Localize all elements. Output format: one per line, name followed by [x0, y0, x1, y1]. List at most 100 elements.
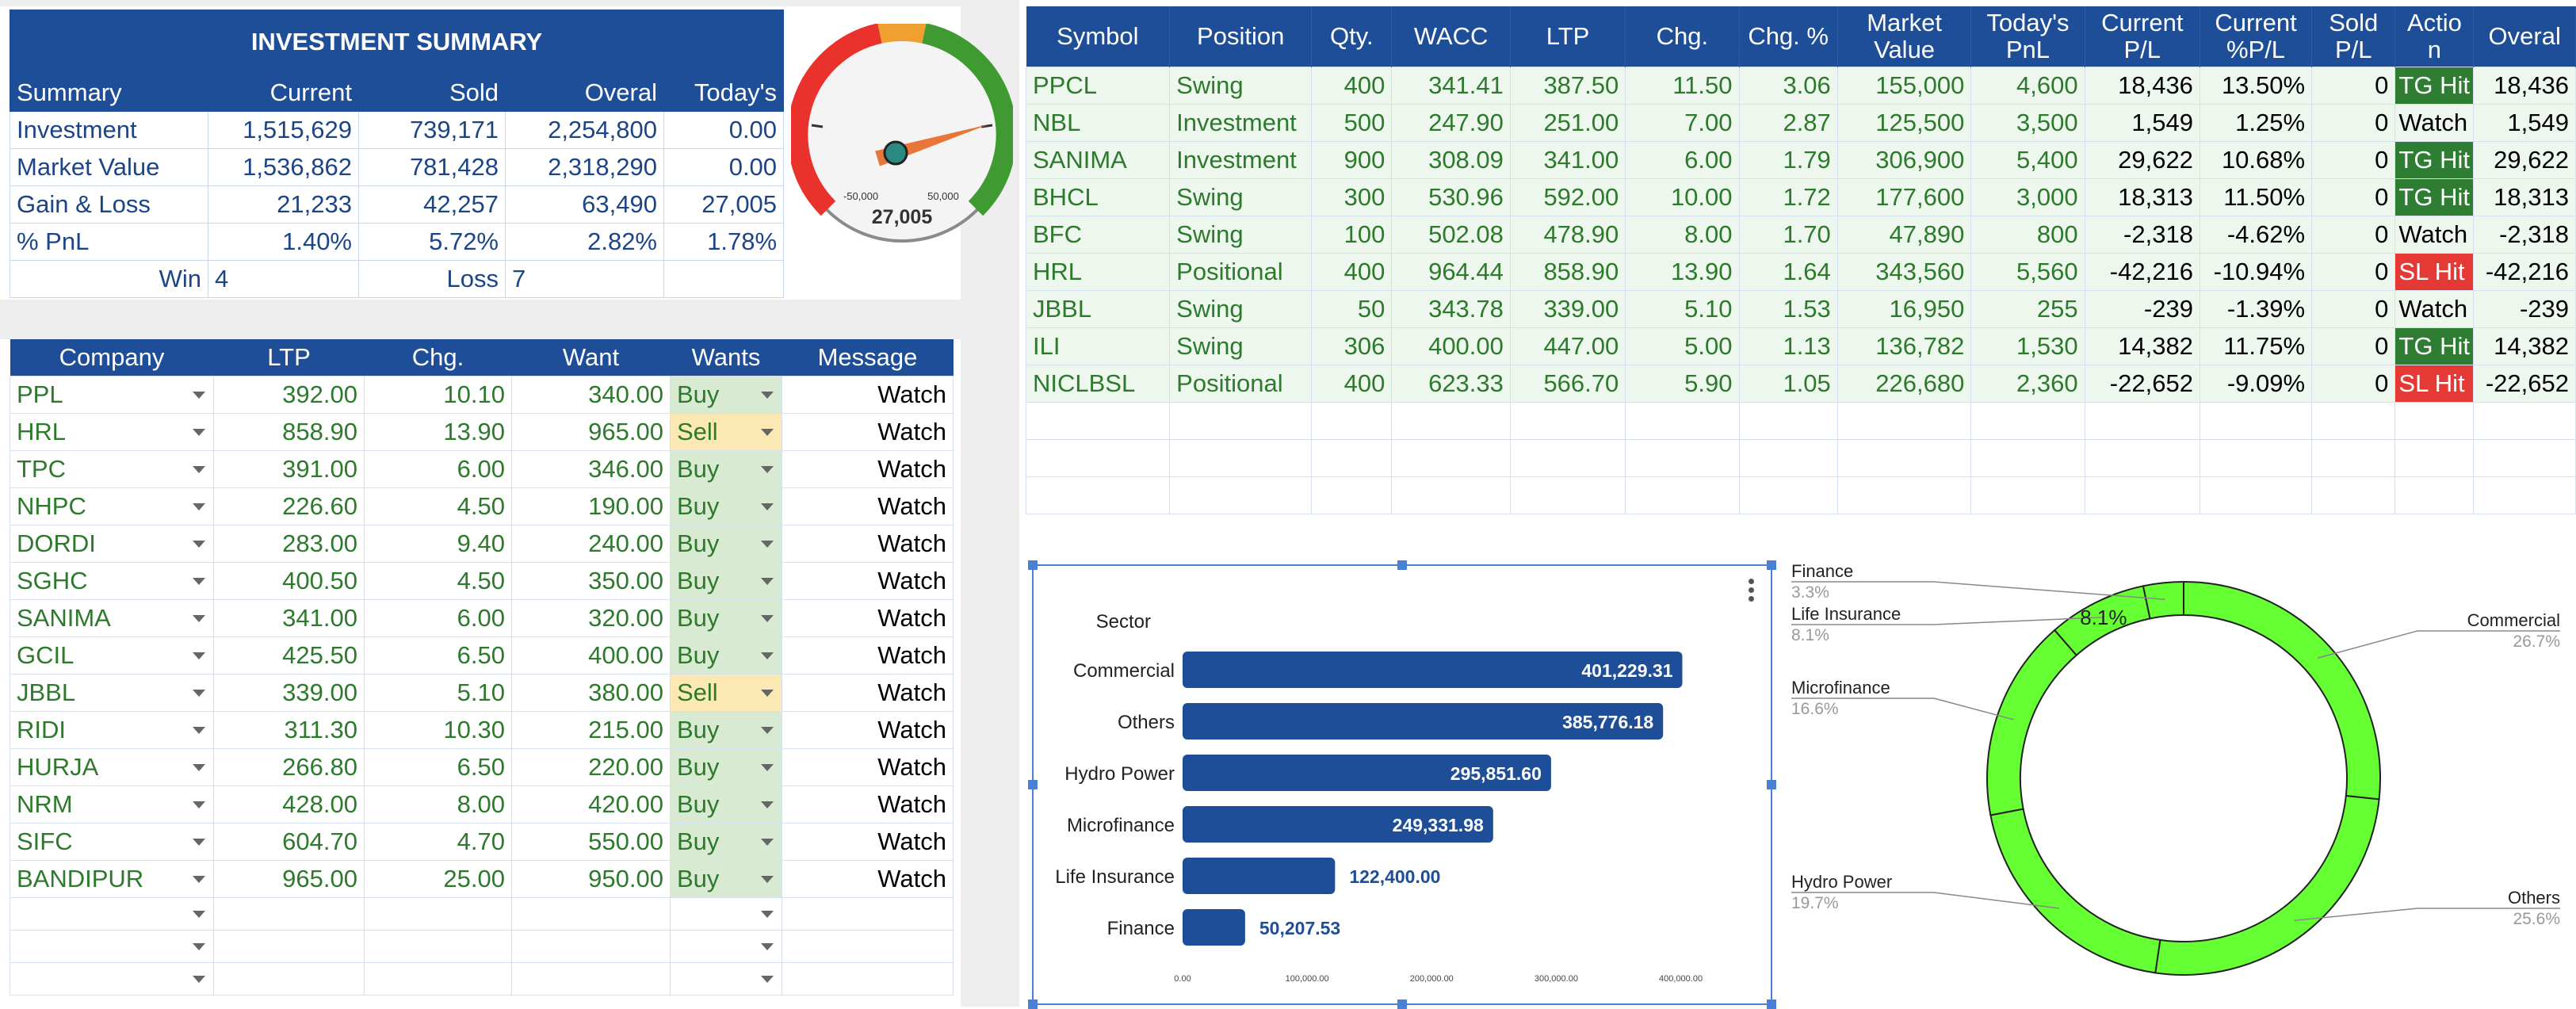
company-cell-chg[interactable]: 6.50: [364, 636, 512, 675]
holdings-cell-sold[interactable]: 0: [2311, 178, 2396, 216]
holdings-cell-ltp[interactable]: 858.90: [1509, 253, 1626, 291]
holdings-cell-symbol[interactable]: PPCL: [1025, 67, 1171, 105]
holdings-cell-overal[interactable]: -22,652: [2473, 365, 2576, 403]
empty-cell[interactable]: [1025, 476, 1171, 514]
company-cell-want[interactable]: 550.00: [511, 823, 671, 861]
holdings-cell-overal[interactable]: 14,382: [2473, 327, 2576, 365]
holdings-cell-today[interactable]: 800: [1970, 216, 2085, 254]
company-cell-wants[interactable]: Buy: [670, 376, 782, 414]
loss-value[interactable]: 7: [505, 260, 664, 298]
dropdown-caret-icon[interactable]: [193, 976, 205, 983]
company-cell-ltp[interactable]: 311.30: [213, 711, 365, 749]
dropdown-caret-icon[interactable]: [193, 615, 205, 622]
holdings-header-cell[interactable]: Chg.: [1625, 6, 1740, 67]
holdings-cell-position[interactable]: Investment: [1169, 141, 1313, 179]
summary-cell-current[interactable]: 21,233: [208, 185, 359, 224]
empty-cell[interactable]: [1625, 402, 1740, 440]
holdings-cell-wacc[interactable]: 623.33: [1391, 365, 1511, 403]
holdings-cell-today[interactable]: 3,000: [1970, 178, 2085, 216]
holdings-cell-qty[interactable]: 400: [1311, 365, 1393, 403]
company-cell-msg[interactable]: Watch: [782, 525, 954, 563]
company-cell-ltp[interactable]: 341.00: [213, 599, 365, 637]
dropdown-caret-icon[interactable]: [761, 615, 774, 622]
holdings-cell-qty[interactable]: 400: [1311, 67, 1393, 105]
company-cell-chg[interactable]: 10.10: [364, 376, 512, 414]
holdings-cell-action[interactable]: Watch: [2394, 104, 2475, 142]
empty-cell[interactable]: [1625, 476, 1740, 514]
company-cell-ltp[interactable]: 858.90: [213, 413, 365, 451]
empty-cell[interactable]: [2394, 439, 2475, 477]
dropdown-caret-icon[interactable]: [761, 466, 774, 473]
company-header-cell[interactable]: Wants: [670, 339, 782, 376]
empty-cell[interactable]: [1311, 439, 1393, 477]
holdings-cell-chgp[interactable]: 1.72: [1738, 178, 1838, 216]
holdings-cell-today[interactable]: 2,360: [1970, 365, 2085, 403]
summary-cell-overal[interactable]: 2.82%: [505, 223, 664, 261]
holdings-cell-curp[interactable]: 10.68%: [2199, 141, 2313, 179]
dropdown-caret-icon[interactable]: [761, 690, 774, 697]
holdings-cell-curp[interactable]: 11.75%: [2199, 327, 2313, 365]
dropdown-caret-icon[interactable]: [193, 392, 205, 399]
company-cell-msg[interactable]: Watch: [782, 599, 954, 637]
company-cell-chg[interactable]: 4.50: [364, 487, 512, 526]
holdings-header-cell[interactable]: Today's PnL: [1970, 6, 2085, 67]
company-cell-ltp[interactable]: 400.50: [213, 562, 365, 600]
holdings-cell-symbol[interactable]: BHCL: [1025, 178, 1171, 216]
company-cell-ltp[interactable]: 391.00: [213, 450, 365, 488]
company-header-cell[interactable]: Want: [511, 339, 671, 376]
holdings-cell-symbol[interactable]: BFC: [1025, 216, 1171, 254]
holdings-header-cell[interactable]: Symbol: [1026, 6, 1171, 67]
holdings-cell-position[interactable]: Positional: [1169, 253, 1313, 291]
empty-cell[interactable]: [213, 897, 365, 931]
company-cell-ltp[interactable]: 428.00: [213, 785, 365, 824]
summary-cell-sold[interactable]: 5.72%: [358, 223, 506, 261]
holdings-cell-mv[interactable]: 177,600: [1836, 178, 1972, 216]
holdings-header-cell[interactable]: Chg. %: [1739, 6, 1838, 67]
empty-cell[interactable]: [1836, 476, 1972, 514]
company-cell-wants[interactable]: Buy: [670, 525, 782, 563]
company-cell-wants[interactable]: Buy: [670, 823, 782, 861]
holdings-cell-wacc[interactable]: 343.78: [1391, 290, 1511, 328]
company-header-cell[interactable]: Message: [782, 339, 954, 376]
summary-cell-overal[interactable]: 63,490: [505, 185, 664, 224]
company-cell-name[interactable]: GCIL: [10, 636, 214, 675]
summary-header-cell[interactable]: Today's: [663, 74, 785, 112]
empty-cell[interactable]: [782, 897, 954, 931]
holdings-header-cell[interactable]: Sold P/L: [2311, 6, 2396, 67]
company-cell-msg[interactable]: Watch: [782, 711, 954, 749]
holdings-cell-qty[interactable]: 306: [1311, 327, 1393, 365]
holdings-cell-position[interactable]: Swing: [1169, 178, 1313, 216]
empty-cell[interactable]: [511, 930, 671, 963]
company-cell-msg[interactable]: Watch: [782, 562, 954, 600]
holdings-cell-cur[interactable]: 18,436: [2084, 67, 2200, 105]
empty-cell[interactable]: [670, 962, 782, 996]
holdings-cell-chg[interactable]: 5.10: [1625, 290, 1740, 328]
empty-cell[interactable]: [1311, 402, 1393, 440]
company-cell-chg[interactable]: 10.30: [364, 711, 512, 749]
company-cell-want[interactable]: 346.00: [511, 450, 671, 488]
holdings-cell-symbol[interactable]: ILI: [1025, 327, 1171, 365]
resize-handle[interactable]: [1397, 999, 1407, 1009]
dropdown-caret-icon[interactable]: [761, 727, 774, 734]
dropdown-caret-icon[interactable]: [761, 578, 774, 585]
company-cell-chg[interactable]: 8.00: [364, 785, 512, 824]
company-cell-want[interactable]: 350.00: [511, 562, 671, 600]
empty-cell[interactable]: [2473, 402, 2576, 440]
holdings-cell-position[interactable]: Swing: [1169, 216, 1313, 254]
empty-cell[interactable]: [2473, 476, 2576, 514]
company-cell-want[interactable]: 400.00: [511, 636, 671, 675]
summary-header-cell[interactable]: Overal: [505, 74, 664, 112]
empty-cell[interactable]: [2311, 476, 2396, 514]
holdings-header-cell[interactable]: Overal: [2473, 6, 2576, 67]
resize-handle[interactable]: [1028, 780, 1038, 789]
holdings-cell-overal[interactable]: 1,549: [2473, 104, 2576, 142]
dropdown-caret-icon[interactable]: [193, 578, 205, 585]
holdings-cell-mv[interactable]: 136,782: [1836, 327, 1972, 365]
holdings-cell-chg[interactable]: 11.50: [1625, 67, 1740, 105]
company-cell-msg[interactable]: Watch: [782, 450, 954, 488]
resize-handle[interactable]: [1767, 560, 1776, 570]
holdings-cell-overal[interactable]: 18,436: [2473, 67, 2576, 105]
holdings-cell-ltp[interactable]: 339.00: [1509, 290, 1626, 328]
summary-cell-current[interactable]: 1,515,629: [208, 111, 359, 149]
holdings-cell-qty[interactable]: 500: [1311, 104, 1393, 142]
